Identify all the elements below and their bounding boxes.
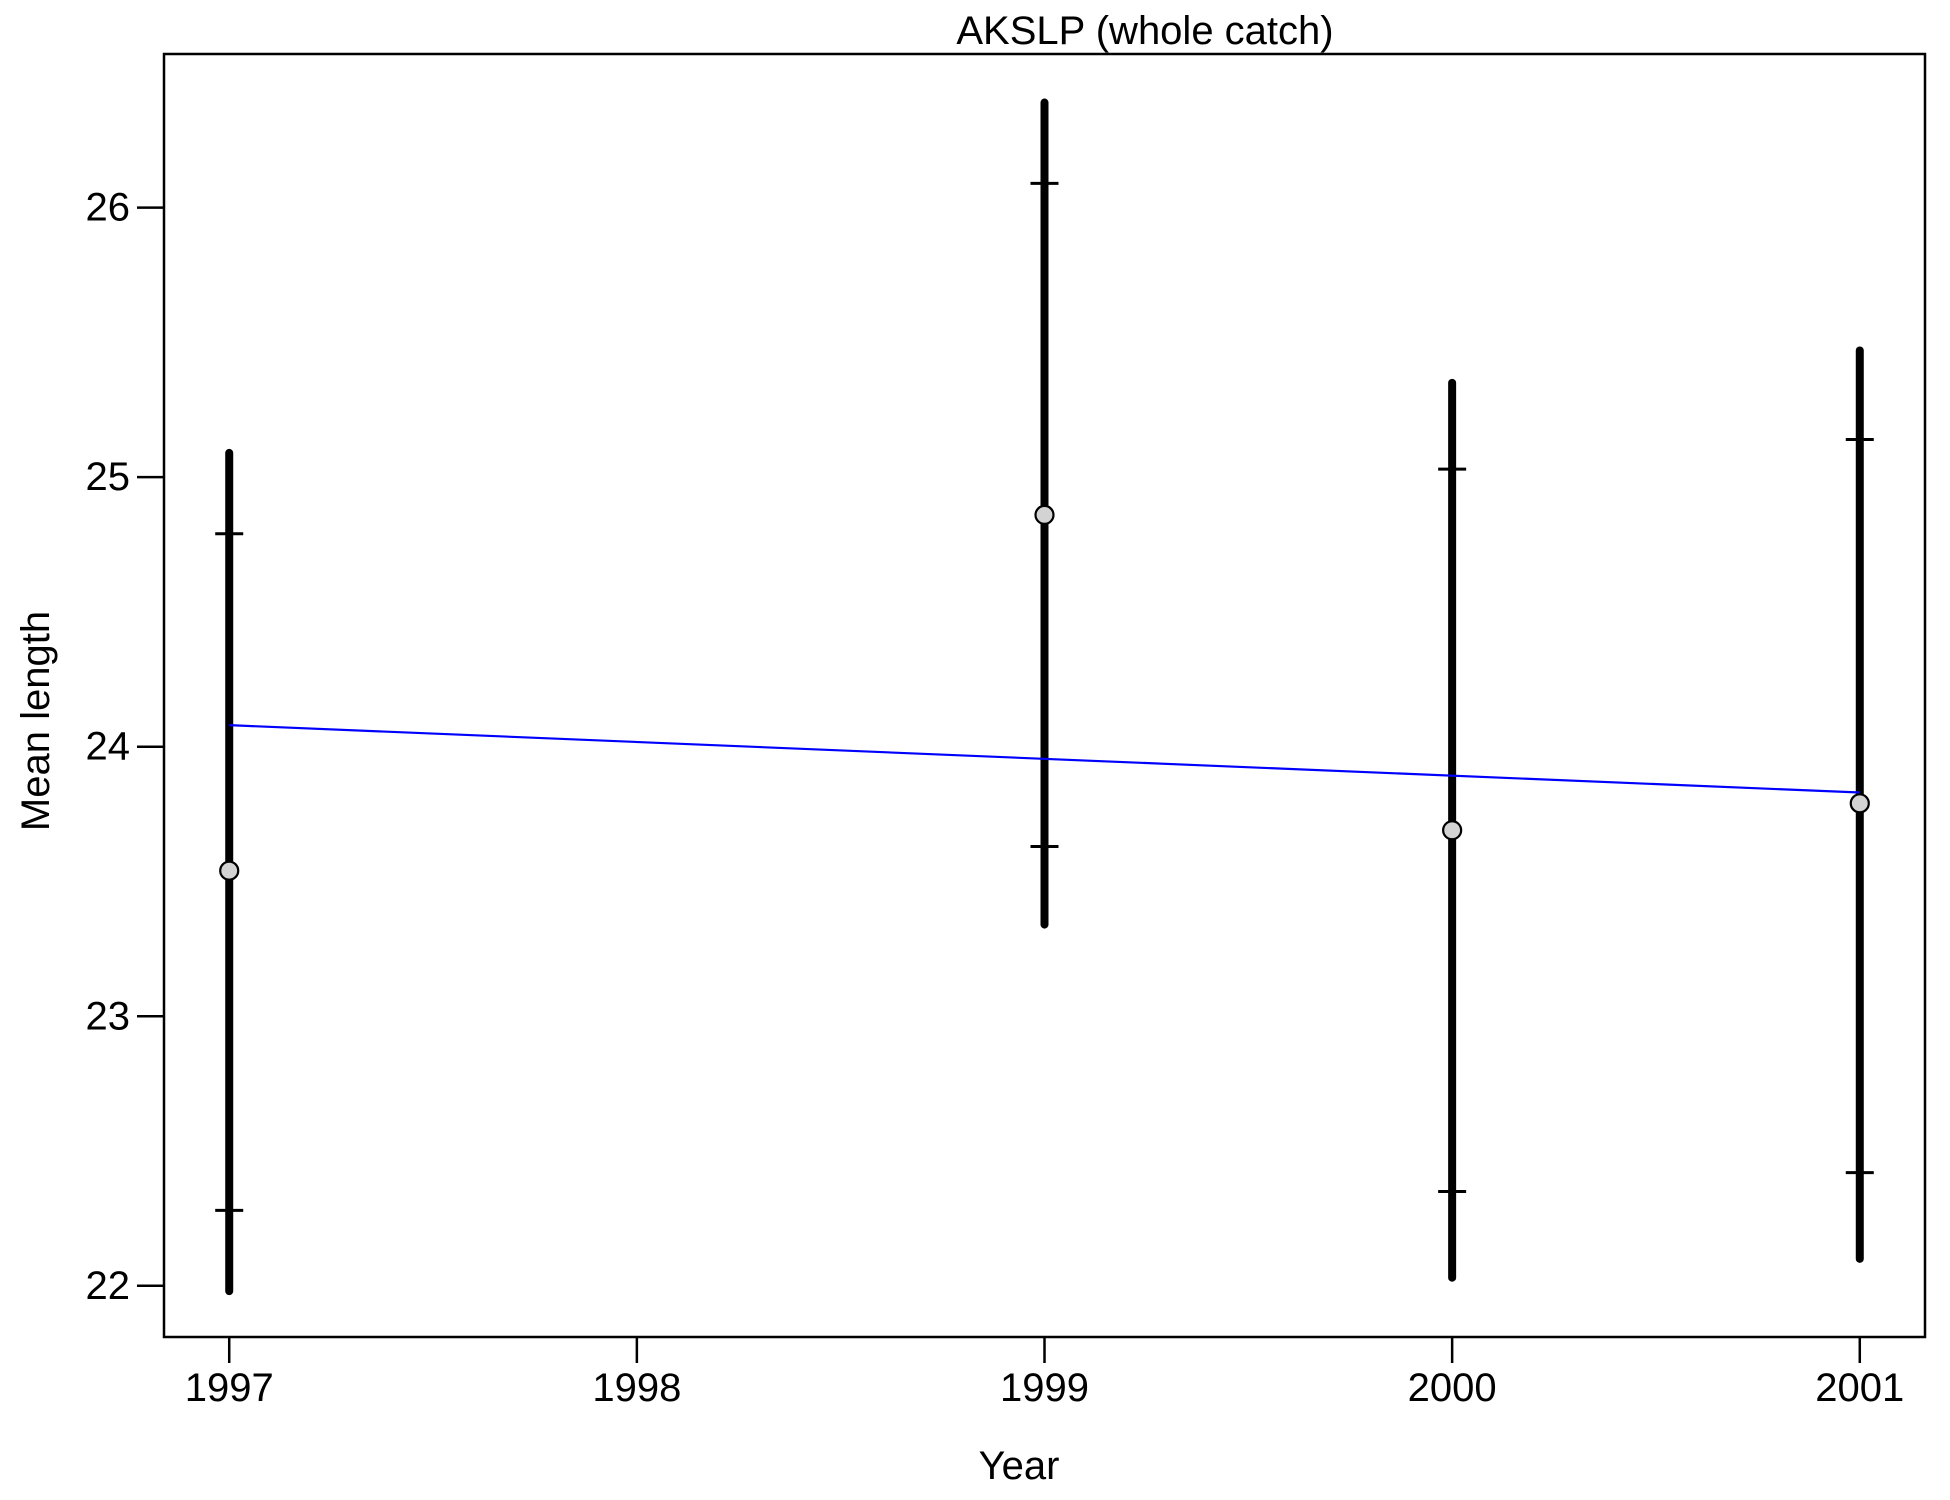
y-tick-label: 22 bbox=[86, 1264, 131, 1308]
trend-line bbox=[229, 724, 1860, 794]
y-axis-label: Mean length bbox=[14, 611, 58, 831]
x-tick-label: 1997 bbox=[185, 1366, 274, 1410]
x-tick-label: 2001 bbox=[1815, 1366, 1904, 1410]
mean-point-2001 bbox=[1849, 793, 1870, 814]
chart-title: AKSLP (whole catch) bbox=[956, 9, 1333, 53]
mean-point-2000 bbox=[1442, 820, 1463, 841]
y-tick-label: 24 bbox=[86, 725, 131, 769]
y-tick-label: 25 bbox=[86, 455, 131, 499]
x-axis-label: Year bbox=[979, 1444, 1060, 1488]
y-tick-label: 26 bbox=[86, 186, 131, 230]
y-tick-label: 23 bbox=[86, 994, 131, 1038]
mean-point-1999 bbox=[1034, 504, 1055, 526]
plot-area: 1997 1998 1999 2000 2001 22 23 24 25 26 bbox=[86, 52, 1927, 1410]
x-tick-label: 2000 bbox=[1408, 1366, 1497, 1410]
x-tick-label: 1998 bbox=[592, 1366, 681, 1410]
x-tick-label: 1999 bbox=[1000, 1366, 1089, 1410]
mean-point-1997 bbox=[219, 860, 240, 881]
